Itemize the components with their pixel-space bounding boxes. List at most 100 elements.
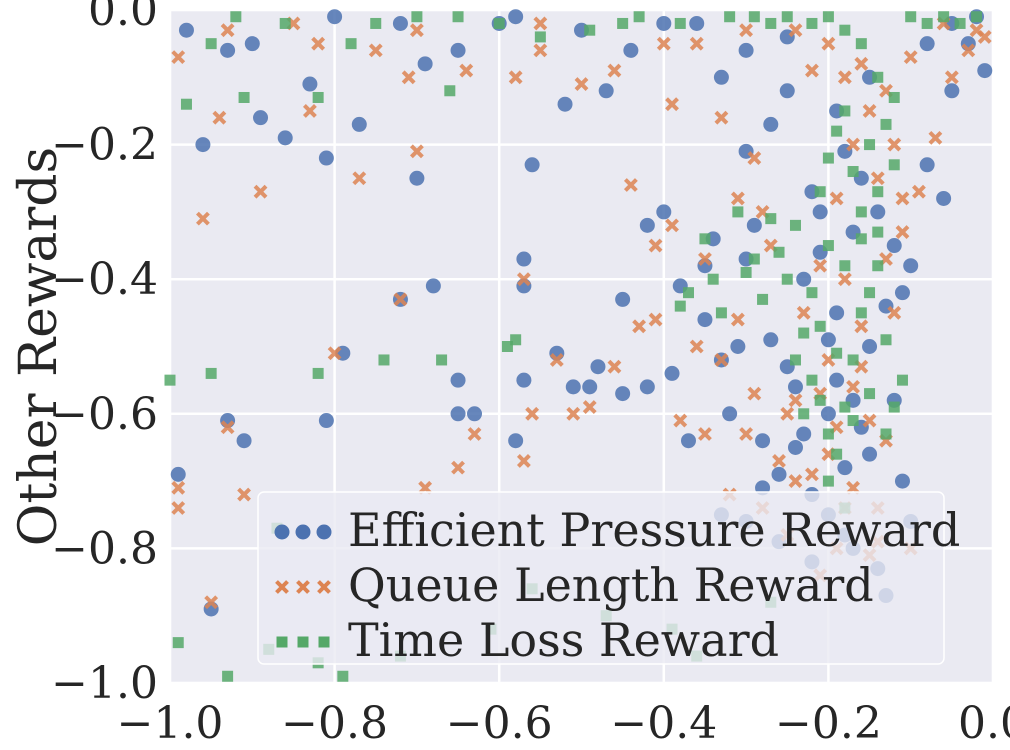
data-point bbox=[196, 211, 210, 226]
data-point bbox=[773, 246, 785, 258]
data-point bbox=[730, 312, 745, 327]
x-tick-label: −0.8 bbox=[281, 698, 388, 749]
data-point bbox=[919, 157, 935, 173]
data-point bbox=[411, 11, 423, 23]
data-point bbox=[936, 190, 952, 206]
data-point bbox=[378, 354, 390, 366]
data-point bbox=[501, 341, 513, 352]
data-point bbox=[887, 305, 902, 320]
data-point bbox=[895, 225, 910, 240]
data-point bbox=[327, 346, 342, 361]
data-point bbox=[220, 23, 235, 38]
data-point bbox=[787, 439, 803, 455]
data-point bbox=[765, 17, 777, 29]
data-point bbox=[674, 17, 686, 29]
data-point bbox=[880, 118, 892, 130]
data-point bbox=[204, 595, 219, 610]
data-point bbox=[814, 320, 826, 332]
data-point bbox=[730, 191, 745, 206]
data-point bbox=[839, 401, 851, 413]
data-point bbox=[607, 63, 622, 78]
data-point bbox=[615, 386, 631, 402]
data-point bbox=[178, 22, 194, 38]
legend-marker bbox=[318, 636, 330, 648]
data-point bbox=[698, 252, 712, 266]
data-point bbox=[277, 130, 293, 146]
data-point bbox=[837, 272, 852, 287]
data-point bbox=[789, 219, 801, 231]
data-point bbox=[862, 339, 878, 354]
data-point bbox=[854, 319, 869, 334]
data-point bbox=[312, 91, 324, 103]
data-point bbox=[864, 139, 876, 151]
x-tick-label: 0.0 bbox=[958, 698, 1010, 749]
data-point bbox=[665, 97, 679, 112]
legend-box bbox=[257, 491, 945, 665]
data-point bbox=[707, 273, 719, 285]
data-point bbox=[847, 354, 859, 366]
data-point bbox=[888, 401, 900, 413]
legend-label: Queue Length Reward bbox=[348, 558, 874, 612]
data-point bbox=[772, 453, 786, 468]
x-tick-labels: −1.0 −0.8 −0.6 −0.4 −0.2 0.0 bbox=[117, 698, 1010, 749]
data-point bbox=[872, 71, 884, 83]
data-point bbox=[887, 137, 902, 152]
data-point bbox=[689, 15, 705, 31]
data-point bbox=[944, 83, 960, 99]
data-point bbox=[855, 206, 867, 218]
x-tick-label: −0.2 bbox=[775, 698, 882, 749]
data-point bbox=[837, 460, 853, 476]
data-point bbox=[508, 70, 523, 85]
data-point bbox=[715, 307, 727, 319]
data-point bbox=[392, 15, 408, 31]
data-point bbox=[903, 50, 918, 65]
data-point bbox=[740, 266, 752, 278]
data-point bbox=[822, 240, 834, 252]
data-point bbox=[831, 125, 843, 137]
data-point bbox=[862, 104, 877, 118]
data-point bbox=[855, 307, 867, 319]
data-point bbox=[805, 467, 819, 482]
data-point bbox=[516, 453, 531, 468]
y-tick-label: −0.8 bbox=[51, 523, 158, 574]
data-point bbox=[831, 448, 843, 460]
data-point bbox=[864, 287, 876, 299]
data-point bbox=[895, 191, 910, 206]
data-point bbox=[847, 415, 859, 427]
data-point bbox=[689, 339, 704, 354]
x-tick-label: −0.6 bbox=[446, 698, 553, 749]
data-point bbox=[302, 76, 318, 92]
data-point bbox=[820, 332, 836, 348]
data-point bbox=[508, 433, 524, 449]
data-point bbox=[582, 400, 597, 414]
data-point bbox=[822, 428, 834, 440]
data-point bbox=[739, 427, 754, 441]
data-point bbox=[855, 233, 867, 245]
data-point bbox=[417, 56, 433, 72]
data-point bbox=[814, 394, 826, 406]
data-point bbox=[862, 413, 877, 428]
data-point bbox=[648, 312, 663, 327]
data-point bbox=[279, 17, 291, 29]
data-point bbox=[352, 171, 367, 186]
data-point bbox=[452, 11, 464, 23]
y-tick-label: 0.0 bbox=[88, 0, 158, 36]
data-point bbox=[781, 273, 793, 285]
data-point bbox=[633, 11, 645, 23]
data-point bbox=[680, 433, 696, 449]
data-point bbox=[722, 406, 738, 422]
data-point bbox=[205, 367, 217, 379]
data-point bbox=[789, 354, 801, 366]
data-point bbox=[311, 36, 326, 51]
data-point bbox=[318, 150, 334, 166]
data-point bbox=[969, 23, 984, 38]
data-point bbox=[788, 393, 803, 408]
y-tick-label: −0.2 bbox=[51, 120, 158, 171]
y-tick-label: −0.6 bbox=[51, 389, 158, 440]
data-point bbox=[864, 388, 876, 400]
legend-marker bbox=[275, 580, 289, 594]
data-point bbox=[919, 36, 935, 52]
data-point bbox=[172, 637, 184, 649]
data-point bbox=[748, 11, 760, 23]
data-point bbox=[222, 670, 234, 682]
